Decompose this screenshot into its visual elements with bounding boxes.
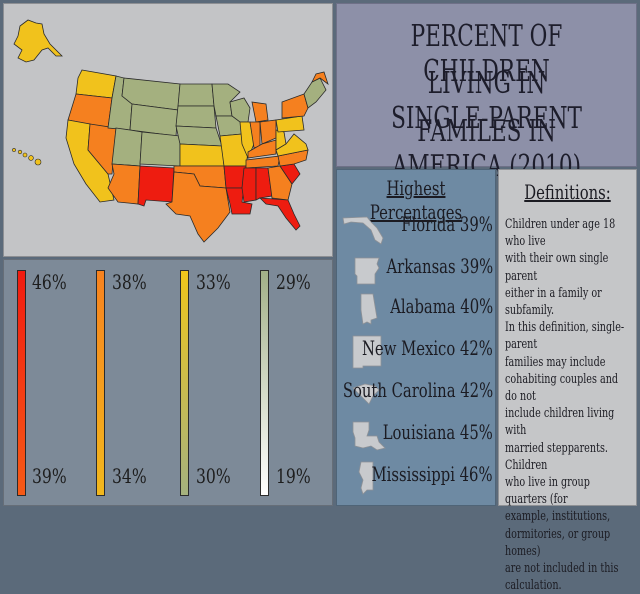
new-england-region xyxy=(303,77,327,109)
alabama-region xyxy=(255,167,273,201)
highest-label-alabama: Alabama 40% xyxy=(389,294,493,318)
highest-item-mississippi: Mississippi 46% xyxy=(337,456,497,496)
definition-line: who live in group quarters (for xyxy=(505,475,590,508)
new-mexico-icon xyxy=(352,335,382,369)
missouri-region xyxy=(219,133,249,167)
title-panel: PERCENT OF CHILDREN LIVING IN SINGLE-PAR… xyxy=(336,3,637,184)
highest-label-south-carolina: South Carolina 42% xyxy=(342,378,493,402)
highest-item-south-carolina: South Carolina 42% xyxy=(337,372,497,412)
legend-yellow-high: 33% xyxy=(196,270,231,294)
definition-line: either in a family or subfamily. xyxy=(505,285,602,319)
highest-label-arkansas: Arkansas 39% xyxy=(386,254,493,278)
infographic: PERCENT OF CHILDREN LIVING IN SINGLE-PAR… xyxy=(3,3,637,593)
legend-red-low: 39% xyxy=(32,464,67,488)
legend-bar-red xyxy=(17,270,26,496)
pennsylvania-region xyxy=(275,115,305,133)
nebraska-region xyxy=(175,125,223,147)
south-carolina-icon xyxy=(352,383,380,405)
alabama-icon xyxy=(360,293,378,325)
virginia-region xyxy=(275,133,309,157)
definition-line: cohabiting couples and do not xyxy=(505,371,619,405)
arkansas-icon xyxy=(354,257,380,285)
highest-label-mississippi: Mississippi 46% xyxy=(371,462,493,486)
legend-bar-green xyxy=(260,270,269,496)
utah-region xyxy=(111,127,143,167)
legend-red-high: 46% xyxy=(32,270,67,294)
highest-percentages-panel: Highest Percentages Florida 39% Arkansas… xyxy=(336,169,496,506)
definition-line: example, institutions, xyxy=(505,509,611,525)
definition-line: families may include xyxy=(505,354,606,370)
definition-line: married stepparents. Children xyxy=(505,440,608,473)
colorado-region xyxy=(139,131,181,167)
definition-line: include children living with xyxy=(505,406,615,439)
highest-label-new-mexico: New Mexico 42% xyxy=(362,336,493,360)
legend-bar-yellow xyxy=(180,270,189,496)
kansas-region xyxy=(179,143,225,167)
definition-line: are not included in this xyxy=(505,561,619,577)
legend-bar-orange xyxy=(96,270,105,496)
highest-item-alabama: Alabama 40% xyxy=(337,288,497,328)
us-map-panel xyxy=(3,3,333,257)
south-dakota-region xyxy=(175,105,217,129)
definition-line: In this definition, single-parent xyxy=(505,320,625,353)
definitions-panel: Definitions: Children under age 18 who l… xyxy=(498,169,637,593)
hawaii-region xyxy=(12,148,42,166)
definition-line: Children under age 18 who live xyxy=(505,217,616,250)
legend-orange-high: 38% xyxy=(112,270,147,294)
alaska-region xyxy=(13,19,63,63)
new-mexico-region xyxy=(137,165,175,207)
maine-region xyxy=(311,71,329,86)
mississippi-icon xyxy=(358,461,374,495)
definition-line: with their own single parent xyxy=(505,251,609,284)
mississippi-region xyxy=(241,167,257,203)
us-choropleth-map xyxy=(12,19,329,243)
definitions-heading: Definitions: xyxy=(524,180,611,204)
highest-label-louisiana: Louisiana 45% xyxy=(382,420,493,444)
legend-green-low: 19% xyxy=(276,464,311,488)
title-line-2: LIVING IN SINGLE-PARENT xyxy=(391,66,582,136)
highest-item-florida: Florida 39% xyxy=(337,206,497,246)
highest-heading: Highest Percentages xyxy=(369,176,463,224)
definitions-text: Children under age 18 who live with thei… xyxy=(505,216,632,594)
title-line-1: PERCENT OF CHILDREN xyxy=(410,19,563,89)
definition-line: dormitories, or group homes) xyxy=(505,526,611,559)
legend-yellow-low: 30% xyxy=(196,464,231,488)
florida-region xyxy=(258,197,301,231)
highest-item-arkansas: Arkansas 39% xyxy=(337,248,497,288)
georgia-region xyxy=(267,165,293,201)
legend-panel: 46% 39% 38% 34% 33% 30% 29% 19% xyxy=(3,259,333,506)
texas-region xyxy=(165,171,231,243)
michigan-region xyxy=(251,101,269,123)
new-york-region xyxy=(281,93,309,119)
legend-orange-low: 34% xyxy=(112,464,147,488)
definition-line: calculation. xyxy=(505,578,562,594)
highest-item-new-mexico: New Mexico 42% xyxy=(337,330,497,370)
highest-label-florida: Florida 39% xyxy=(401,212,493,236)
louisiana-icon xyxy=(352,421,386,451)
washington-region xyxy=(75,69,117,99)
north-dakota-region xyxy=(177,83,215,107)
highest-item-louisiana: Louisiana 45% xyxy=(337,414,497,454)
florida-icon xyxy=(342,216,384,245)
legend-green-high: 29% xyxy=(276,270,311,294)
